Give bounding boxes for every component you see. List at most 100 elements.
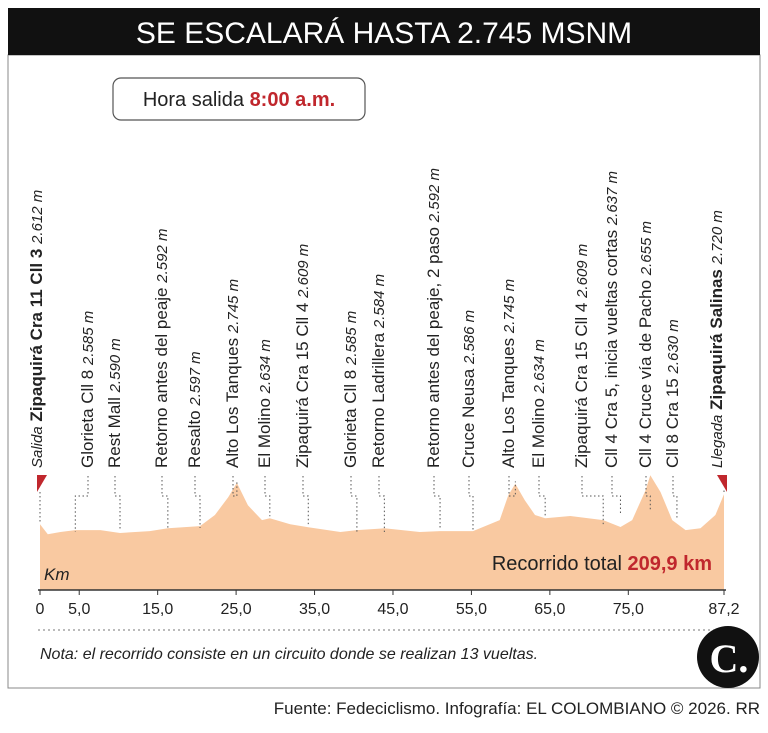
waypoint-label: Alto Los Tanques 2.745 m xyxy=(223,279,242,468)
waypoint-name: Alto Los Tanques xyxy=(499,338,518,468)
waypoint-elevation: 2.586 m xyxy=(461,310,478,365)
waypoint-name: Rest Mall xyxy=(105,397,124,468)
x-tick-label: 55,0 xyxy=(456,601,487,618)
waypoint-label: Alto Los Tanques 2.745 m xyxy=(499,279,518,468)
waypoint-name: Zipaquirá Salinas xyxy=(707,269,726,410)
waypoint-name: El Molino xyxy=(255,398,274,468)
waypoint-elevation: 2.612 m xyxy=(29,190,46,245)
logo-circle xyxy=(697,626,759,688)
x-axis-label: Km xyxy=(44,565,70,584)
waypoint-label: El Molino 2.634 m xyxy=(529,339,548,468)
x-tick-label: 65,0 xyxy=(534,601,565,618)
waypoint-name: Retorno Ladrillera xyxy=(369,332,388,468)
title-bar xyxy=(8,8,760,55)
waypoint-elevation: 2.655 m xyxy=(638,221,655,276)
waypoint-elevation: 2.634 m xyxy=(531,339,548,394)
waypoint-name: Glorieta Cll 8 xyxy=(78,370,97,468)
waypoint-label: El Molino 2.634 m xyxy=(255,339,274,468)
waypoint-leader xyxy=(194,476,201,528)
waypoint-elevation: 2.745 m xyxy=(501,279,518,334)
waypoint-name: Alto Los Tanques xyxy=(223,338,242,468)
waypoint-label: Retorno antes del peaje 2.592 m xyxy=(152,229,171,468)
waypoint-name: Cll 4 Cra 5, inicia vueltas cortas xyxy=(602,230,621,468)
waypoint-name: Cll 8 Cra 15 xyxy=(663,378,682,468)
waypoint-name: Zipaquirá Cra 11 Cll 3 xyxy=(27,249,46,422)
waypoint-leader xyxy=(114,476,121,531)
waypoint-prefix: Salida xyxy=(29,426,46,468)
start-marker xyxy=(37,475,47,492)
waypoint-label: Llegada Zipaquirá Salinas 2.720 m xyxy=(707,210,726,468)
start-time-label: Hora salida xyxy=(143,89,245,111)
waypoint-label: Cll 8 Cra 15 2.630 m xyxy=(663,319,682,468)
waypoint-leader xyxy=(302,476,309,525)
waypoint-elevation: 2.597 m xyxy=(187,351,204,406)
waypoint-name: Cruce Neusa xyxy=(459,368,478,468)
waypoint-elevation: 2.745 m xyxy=(225,279,242,334)
waypoint-name: Glorieta Cll 8 xyxy=(341,370,360,468)
waypoint-leader xyxy=(468,476,474,532)
waypoint-label: Rest Mall 2.590 m xyxy=(105,338,124,468)
finish-marker xyxy=(717,475,727,492)
waypoint-elevation: 2.637 m xyxy=(604,171,621,226)
elevation-area xyxy=(40,475,724,590)
waypoint-leader xyxy=(581,476,604,525)
waypoint-leader xyxy=(264,476,271,517)
total: Recorrido total 209,9 km xyxy=(492,553,712,575)
start-time-box xyxy=(112,77,366,121)
waypoint-leader xyxy=(538,476,546,517)
x-tick-label: 35,0 xyxy=(299,601,330,618)
waypoint-label: Glorieta Cll 8 2.585 m xyxy=(78,311,97,468)
waypoint-leader xyxy=(74,476,89,532)
waypoint-label: Zipaquirá Cra 15 Cll 4 2.609 m xyxy=(572,244,591,468)
waypoint-name: El Molino xyxy=(529,398,548,468)
waypoint-leader xyxy=(672,476,678,518)
waypoint-elevation: 2.634 m xyxy=(257,339,274,394)
waypoint-elevation: 2.609 m xyxy=(574,244,591,299)
waypoint-prefix: Llegada xyxy=(709,415,726,468)
x-tick-label: 5,0 xyxy=(68,601,90,618)
x-tick-label: 75,0 xyxy=(613,601,644,618)
waypoint-name: Retorno antes del peaje xyxy=(152,287,171,468)
x-tick-label: 25,0 xyxy=(221,601,252,618)
waypoint-elevation: 2.592 m xyxy=(426,168,443,223)
waypoint-label: Resalto 2.597 m xyxy=(185,351,204,468)
waypoint-leader xyxy=(161,476,169,530)
waypoint-name: Cll 4 Cruce vía de Pacho xyxy=(636,280,655,468)
source: Fuente: Fedeciclismo. Infografía: EL COL… xyxy=(274,699,760,718)
waypoint-label: Cruce Neusa 2.586 m xyxy=(459,310,478,468)
logo: C. xyxy=(710,636,749,681)
waypoint-leader xyxy=(378,476,385,533)
note: Nota: el recorrido consiste en un circui… xyxy=(40,646,538,663)
waypoint-label: Glorieta Cll 8 2.585 m xyxy=(341,311,360,468)
start-time-value: 8:00 a.m. xyxy=(250,89,336,111)
waypoint-label: Cll 4 Cra 5, inicia vueltas cortas 2.637… xyxy=(602,171,621,468)
total-value: 209,9 km xyxy=(627,553,712,575)
waypoint-label: Salida Zipaquirá Cra 11 Cll 3 2.612 m xyxy=(27,190,46,468)
plot: 0 5,0 15,0 25,0 35,0 45,0 55,0 65,0 75,0 87,2 Sali… xyxy=(27,168,740,618)
waypoint-elevation: 2.630 m xyxy=(665,319,682,374)
waypoint-leader xyxy=(433,476,441,530)
x-tick-label: 0 xyxy=(36,601,45,618)
waypoint-leader xyxy=(611,476,621,516)
waypoint-label: Retorno Ladrillera 2.584 m xyxy=(369,274,388,468)
waypoint-name: Retorno antes del peaje, 2 paso xyxy=(424,227,443,468)
start-time: Hora salida 8:00 a.m. xyxy=(143,89,335,111)
waypoint-elevation: 2.585 m xyxy=(80,311,97,366)
waypoint-elevation: 2.584 m xyxy=(371,274,388,329)
waypoint-label: Zipaquirá Cra 15 Cll 4 2.609 m xyxy=(293,244,312,468)
waypoint-name: Zipaquirá Cra 15 Cll 4 xyxy=(572,303,591,468)
x-tick-label: 45,0 xyxy=(377,601,408,618)
waypoint-elevation: 2.720 m xyxy=(709,210,726,265)
chart-title: SE ESCALARÁ HASTA 2.745 MSNM xyxy=(136,17,632,50)
waypoint-elevation: 2.585 m xyxy=(343,311,360,366)
waypoint-leader xyxy=(350,476,358,532)
x-tick-label: 15,0 xyxy=(142,601,173,618)
total-label: Recorrido total xyxy=(492,553,622,575)
waypoint-elevation: 2.609 m xyxy=(295,244,312,299)
waypoint-label: Retorno antes del peaje, 2 paso 2.592 m xyxy=(424,168,443,468)
waypoint-name: Resalto xyxy=(185,410,204,468)
waypoint-elevation: 2.592 m xyxy=(154,229,171,284)
waypoint-elevation: 2.590 m xyxy=(107,338,124,393)
waypoint-label: Cll 4 Cruce vía de Pacho 2.655 m xyxy=(636,221,655,468)
